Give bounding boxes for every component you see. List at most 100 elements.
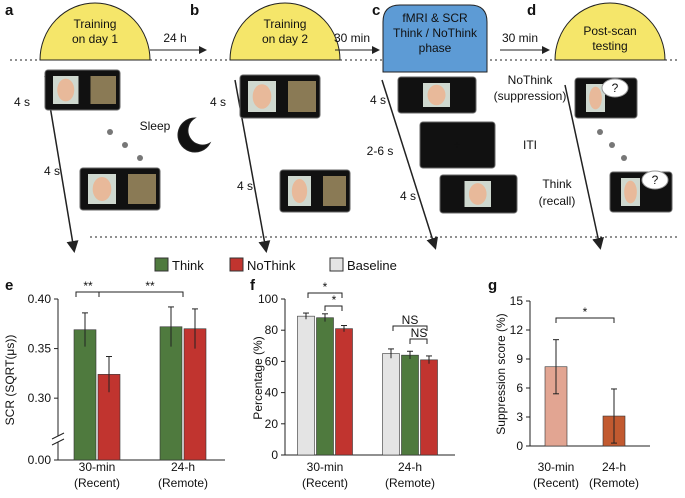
screens: ?? <box>44 69 673 214</box>
arrow <box>381 79 438 250</box>
y-tick-label: 6 <box>516 381 523 395</box>
panel-label: d <box>527 2 536 19</box>
stage-dome <box>39 2 151 61</box>
y-tick-label: 0.35 <box>28 342 52 356</box>
bracket <box>392 325 428 331</box>
label: 30 min <box>502 31 538 45</box>
label: 4 s <box>237 179 253 193</box>
y-tick-label: 12 <box>510 323 524 337</box>
y-tick-label: 15 <box>510 294 524 308</box>
dot <box>122 142 128 148</box>
label: fMRI & SCR <box>402 11 468 25</box>
thought-bubble <box>601 78 629 98</box>
dot <box>137 155 143 161</box>
thought-bubble <box>641 170 669 190</box>
x-tick-label: 24-h (Remote) <box>158 460 208 490</box>
axis-break <box>52 436 64 442</box>
dot <box>621 155 627 161</box>
significance: ** <box>145 279 155 293</box>
face <box>624 180 637 204</box>
panel-label: g <box>488 277 497 294</box>
label: on day 2 <box>262 32 308 46</box>
label: Training <box>264 17 307 31</box>
photo <box>90 76 116 104</box>
label: on day 1 <box>72 32 118 46</box>
bar <box>335 328 353 456</box>
bar <box>401 354 419 456</box>
label: 24 h <box>163 31 186 45</box>
y-tick-label: 80 <box>265 323 279 337</box>
y-tick-label: 0 <box>516 439 523 453</box>
q: ? <box>612 81 619 95</box>
label: Sleep <box>140 119 171 133</box>
label: 4 s <box>210 95 226 109</box>
x-tick-label: 24-h (Remote) <box>589 460 639 490</box>
face <box>57 78 75 102</box>
face <box>589 86 602 110</box>
significance: * <box>323 280 328 294</box>
y-tick-label: 9 <box>516 352 523 366</box>
y-axis-label: Percentage (%) <box>251 336 265 419</box>
face <box>468 183 487 205</box>
label: 4 s <box>370 93 386 107</box>
y-tick-label: 0.30 <box>28 391 52 405</box>
bar <box>316 317 334 456</box>
legend-swatch <box>329 257 344 272</box>
label: 4 s <box>400 189 416 203</box>
significance: ** <box>83 279 93 293</box>
label: 2-6 s <box>367 144 394 158</box>
bracket <box>307 292 343 298</box>
axis-break-mark <box>51 432 65 440</box>
label: 4 s <box>44 164 60 178</box>
y-tick-label: 100 <box>258 292 278 306</box>
label: phase <box>419 41 452 55</box>
panel-label: f <box>250 277 256 294</box>
bar <box>382 353 400 456</box>
x-tick-label: 30-min (Recent) <box>302 460 348 490</box>
bar <box>420 359 438 456</box>
bracket <box>555 317 615 323</box>
panel-label: a <box>5 2 14 19</box>
label: ITI <box>523 138 537 152</box>
legend-swatch <box>154 257 169 272</box>
bar <box>73 329 97 461</box>
stage-box <box>382 4 488 73</box>
bracket <box>409 338 428 344</box>
photo <box>288 81 316 112</box>
label: Training <box>74 17 117 31</box>
legend-label: NoThink <box>247 258 296 273</box>
panel-label: c <box>372 2 380 19</box>
bracket <box>98 291 184 297</box>
photo <box>323 176 346 206</box>
y-axis-label: SCR (SQRT(μs)) <box>3 335 17 426</box>
axis-break-mark <box>51 438 65 446</box>
significance: NS <box>411 326 428 340</box>
significance: * <box>332 293 337 307</box>
y-tick-label: 0 <box>271 448 278 462</box>
y-tick-label: 3 <box>516 410 523 424</box>
panel-label: e <box>5 277 13 294</box>
label: 30 min <box>334 31 370 45</box>
dot <box>597 129 603 135</box>
y-tick-label: 0.40 <box>28 292 52 306</box>
label: 4 s <box>14 95 30 109</box>
stage-dome <box>229 2 341 61</box>
dot <box>609 142 615 148</box>
legend-swatch <box>229 257 244 272</box>
y-tick-label: 60 <box>265 354 279 368</box>
label: Post-scan <box>583 24 636 38</box>
x-tick-label: 24-h (Remote) <box>385 460 435 490</box>
label: testing <box>592 39 627 53</box>
label: NoThink <box>508 73 554 87</box>
bar <box>297 315 315 456</box>
diagram-layout <box>10 2 680 253</box>
bracket <box>324 305 343 311</box>
label: + <box>453 138 460 152</box>
y-tick-label: 40 <box>265 386 279 400</box>
photo <box>128 174 156 204</box>
significance: * <box>583 305 588 319</box>
arrow <box>564 84 604 250</box>
bar <box>159 326 183 461</box>
dot <box>107 129 113 135</box>
